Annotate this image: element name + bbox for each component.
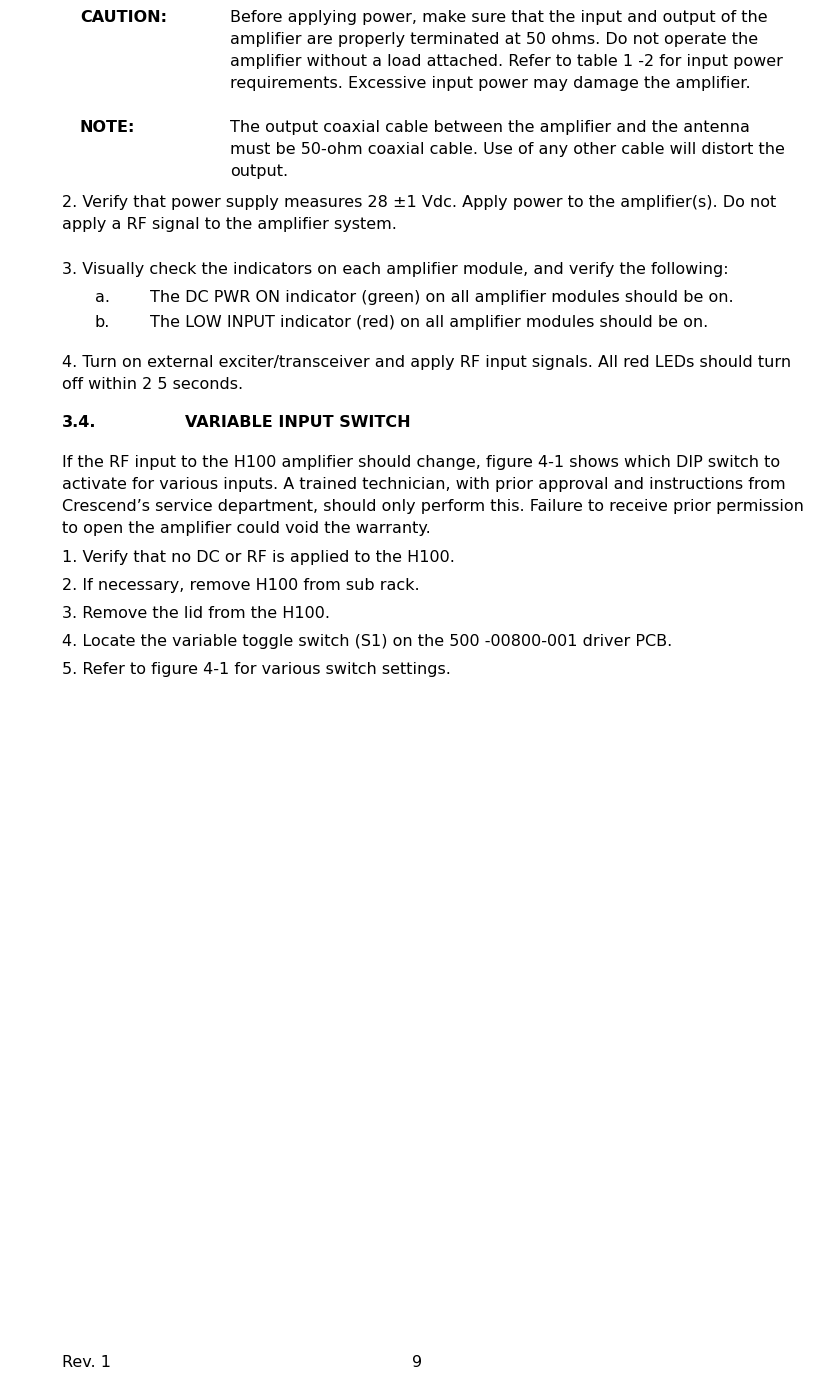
Text: 4. Turn on external exciter/transceiver and apply RF input signals. All red LEDs: 4. Turn on external exciter/transceiver … bbox=[62, 355, 791, 370]
Text: If the RF input to the H100 amplifier should change, figure 4-1 shows which DIP : If the RF input to the H100 amplifier sh… bbox=[62, 455, 780, 470]
Text: 2. Verify that power supply measures 28 ±1 Vdc. Apply power to the amplifier(s).: 2. Verify that power supply measures 28 … bbox=[62, 195, 776, 210]
Text: The output coaxial cable between the amplifier and the antenna: The output coaxial cable between the amp… bbox=[230, 120, 750, 135]
Text: CAUTION:: CAUTION: bbox=[80, 10, 167, 25]
Text: b.: b. bbox=[95, 315, 110, 330]
Text: 3. Visually check the indicators on each amplifier module, and verify the follow: 3. Visually check the indicators on each… bbox=[62, 263, 729, 276]
Text: 9: 9 bbox=[412, 1354, 422, 1370]
Text: apply a RF signal to the amplifier system.: apply a RF signal to the amplifier syste… bbox=[62, 217, 397, 232]
Text: 1. Verify that no DC or RF is applied to the H100.: 1. Verify that no DC or RF is applied to… bbox=[62, 550, 455, 565]
Text: a.: a. bbox=[95, 290, 110, 305]
Text: requirements. Excessive input power may damage the amplifier.: requirements. Excessive input power may … bbox=[230, 76, 751, 91]
Text: to open the amplifier could void the warranty.: to open the amplifier could void the war… bbox=[62, 521, 430, 536]
Text: output.: output. bbox=[230, 164, 288, 180]
Text: Crescend’s service department, should only perform this. Failure to receive prio: Crescend’s service department, should on… bbox=[62, 499, 804, 514]
Text: 3. Remove the lid from the H100.: 3. Remove the lid from the H100. bbox=[62, 605, 330, 621]
Text: 5. Refer to figure 4-1 for various switch settings.: 5. Refer to figure 4-1 for various switc… bbox=[62, 662, 451, 677]
Text: 4. Locate the variable toggle switch (S1) on the 500 -00800-001 driver PCB.: 4. Locate the variable toggle switch (S1… bbox=[62, 634, 672, 650]
Text: amplifier without a load attached. Refer to table 1 -2 for input power: amplifier without a load attached. Refer… bbox=[230, 54, 783, 69]
Text: The LOW INPUT indicator (red) on all amplifier modules should be on.: The LOW INPUT indicator (red) on all amp… bbox=[150, 315, 708, 330]
Text: 3.4.: 3.4. bbox=[62, 415, 97, 430]
Text: must be 50-ohm coaxial cable. Use of any other cable will distort the: must be 50-ohm coaxial cable. Use of any… bbox=[230, 142, 785, 158]
Text: NOTE:: NOTE: bbox=[80, 120, 135, 135]
Text: off within 2 5 seconds.: off within 2 5 seconds. bbox=[62, 377, 244, 392]
Text: Before applying power, make sure that the input and output of the: Before applying power, make sure that th… bbox=[230, 10, 767, 25]
Text: 2. If necessary, remove H100 from sub rack.: 2. If necessary, remove H100 from sub ra… bbox=[62, 578, 420, 593]
Text: activate for various inputs. A trained technician, with prior approval and instr: activate for various inputs. A trained t… bbox=[62, 477, 786, 492]
Text: The DC PWR ON indicator (green) on all amplifier modules should be on.: The DC PWR ON indicator (green) on all a… bbox=[150, 290, 734, 305]
Text: Rev. 1: Rev. 1 bbox=[62, 1354, 111, 1370]
Text: amplifier are properly terminated at 50 ohms. Do not operate the: amplifier are properly terminated at 50 … bbox=[230, 32, 758, 47]
Text: VARIABLE INPUT SWITCH: VARIABLE INPUT SWITCH bbox=[185, 415, 410, 430]
